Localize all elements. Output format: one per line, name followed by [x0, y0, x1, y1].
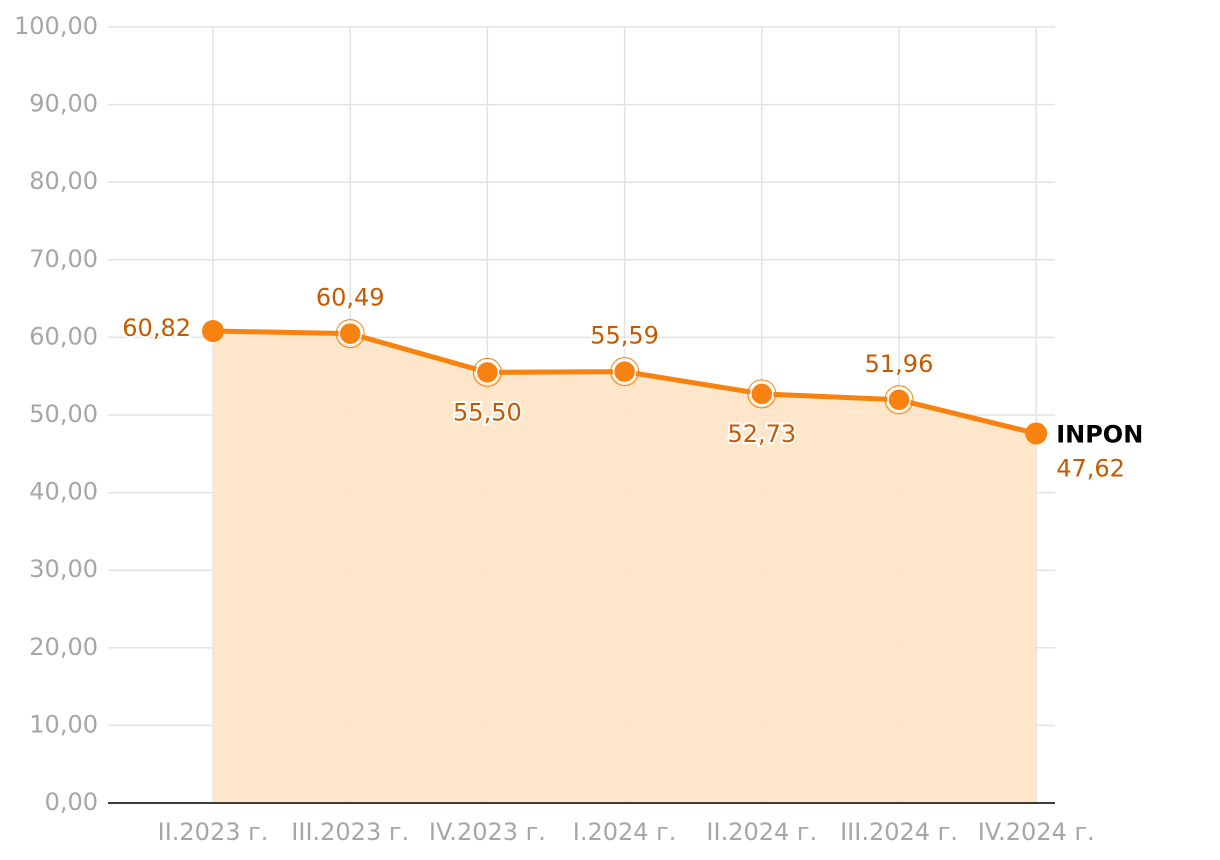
area	[213, 331, 1037, 803]
marker-ring	[335, 319, 365, 349]
x-tick-label: IV.2023 г.	[429, 818, 546, 846]
y-tick-label: 10,00	[29, 710, 98, 738]
y-tick-label: 20,00	[29, 633, 98, 661]
marker-ring	[472, 357, 502, 387]
x-tick-label: III.2024 г.	[840, 818, 958, 846]
x-tick-label: I.2024 г.	[573, 818, 677, 846]
y-tick-label: 40,00	[29, 478, 98, 506]
marker	[338, 321, 362, 346]
marker	[475, 360, 500, 385]
marker-ring	[610, 357, 640, 387]
x-tick-label: IV.2024 г.	[978, 818, 1095, 846]
marker	[1025, 422, 1048, 445]
value-label: 55,50	[453, 398, 522, 426]
y-tick-label: 0,00	[45, 788, 98, 816]
value-label: 47,62	[1056, 454, 1125, 482]
y-tick-label: 60,00	[29, 322, 98, 350]
series-label: INPON	[1056, 420, 1143, 448]
value-label: 60,82	[122, 314, 191, 342]
y-tick-label: 30,00	[29, 555, 98, 583]
marker	[750, 382, 774, 406]
y-tick-label: 50,00	[29, 400, 98, 428]
x-tick-label: II.2023 г.	[158, 818, 269, 846]
y-tick-label: 70,00	[29, 245, 98, 273]
marker-ring	[747, 379, 777, 409]
value-label: 55,59	[590, 322, 659, 350]
marker	[887, 388, 911, 412]
y-tick-label: 100,00	[14, 12, 98, 40]
x-tick-label: III.2023 г.	[291, 818, 409, 846]
y-tick-label: 90,00	[29, 90, 98, 118]
value-label: 52,73	[727, 420, 796, 448]
y-tick-label: 80,00	[29, 167, 98, 195]
value-label: 60,49	[316, 284, 385, 312]
marker	[612, 359, 637, 384]
marker-ring	[884, 385, 914, 415]
x-tick-label: II.2024 г.	[706, 818, 817, 846]
value-label: 51,96	[865, 350, 934, 378]
marker	[202, 320, 224, 343]
